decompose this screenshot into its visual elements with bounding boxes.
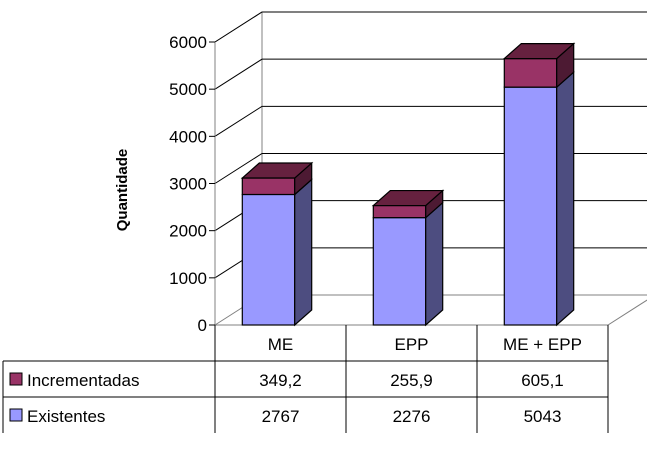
- y-tick-label: 6000: [169, 33, 207, 52]
- legend-swatch: [9, 372, 23, 386]
- bar-side: [294, 178, 313, 327]
- gridline: [214, 11, 647, 43]
- y-tick-label: 5000: [169, 80, 207, 99]
- data-value: 2276: [393, 407, 431, 426]
- data-value: 605,1: [521, 371, 564, 390]
- category-label: ME: [268, 335, 294, 354]
- bar-incrementadas-1: [371, 189, 445, 219]
- bar-front: [503, 86, 558, 326]
- data-value: 349,2: [259, 371, 302, 390]
- category-label: EPP: [394, 335, 428, 354]
- legend-label: Incrementadas: [27, 371, 139, 390]
- y-tick-label: 3000: [169, 175, 207, 194]
- bar-existentes-1: [372, 201, 444, 327]
- bar-side: [425, 201, 444, 327]
- data-value: 5043: [524, 407, 562, 426]
- bar-top: [371, 189, 445, 207]
- bar-front: [241, 193, 296, 326]
- data-value: 2767: [262, 407, 300, 426]
- bar-existentes-2: [503, 70, 575, 327]
- legend-label: Existentes: [27, 407, 105, 426]
- bar-top: [502, 42, 576, 60]
- legend-swatch: [9, 408, 23, 422]
- bars: [240, 42, 576, 327]
- bar-top: [240, 162, 314, 179]
- y-tick-label: 0: [198, 316, 207, 335]
- data-table: ME EPP ME + EPP Incrementadas 349,2 255,9 605,…: [2, 325, 609, 433]
- category-label: ME + EPP: [503, 335, 582, 354]
- bar-incrementadas-2: [502, 42, 576, 89]
- bar-front: [372, 204, 427, 219]
- bar-front: [372, 217, 427, 326]
- y-axis: 0 1000 2000 3000 4000 5000 6000: [169, 33, 216, 335]
- bar-side: [556, 70, 575, 327]
- bar-front: [241, 177, 296, 196]
- data-value: 255,9: [390, 371, 433, 390]
- y-tick-label: 1000: [169, 269, 207, 288]
- bar-front: [503, 57, 558, 88]
- y-tick-label: 4000: [169, 127, 207, 146]
- y-tick-label: 2000: [169, 222, 207, 241]
- bar-existentes-0: [241, 178, 313, 327]
- y-axis-label: Quantidade: [114, 149, 131, 232]
- bar-incrementadas-0: [240, 161, 314, 196]
